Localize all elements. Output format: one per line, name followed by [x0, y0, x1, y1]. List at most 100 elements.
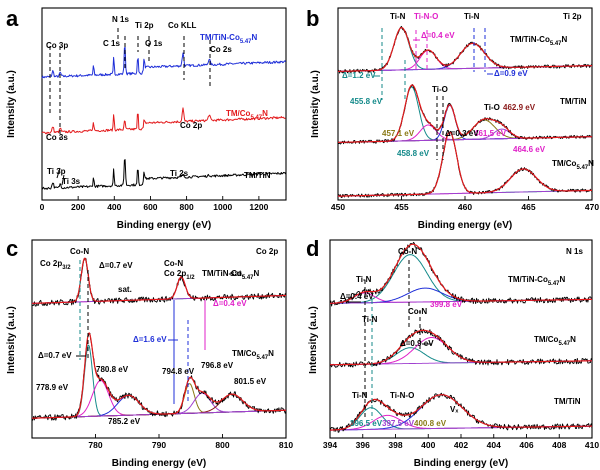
component-peak [337, 168, 592, 197]
label-cokll: Co KLL [168, 21, 197, 30]
label-n1s: N 1s [112, 15, 129, 24]
b-ann-4629: 462.9 eV [503, 103, 536, 112]
raw-spectrum [329, 241, 593, 307]
xtick-label: 450 [331, 202, 345, 212]
d-ann-tin3: Ti-N [352, 391, 368, 400]
series-label-c1: TM/TiN-Co5.47N [202, 269, 260, 281]
c-ann-d04: Δ=0.4 eV [213, 299, 247, 308]
d-ann-vx: Vₓ [450, 405, 458, 414]
panel-d-guides [348, 260, 432, 420]
b-ann-4615: 461.5 eV [474, 129, 507, 138]
xtick-label: 0 [40, 202, 45, 212]
panel-a-guides [49, 28, 211, 186]
panel-a-labels: N 1s Ti 2p Co KLL Co 3p C 1s O 1s Co 2s … [46, 15, 271, 186]
label-co2s: Co 2s [210, 45, 232, 54]
survey-line [41, 159, 287, 190]
c-ann-sat1: sat. [118, 285, 132, 294]
panel-b-letter: b [306, 6, 319, 31]
panel-a-letter: a [6, 6, 19, 31]
c-ann-7789: 778.9 eV [36, 383, 69, 392]
c-ann-7948: 794.8 eV [162, 367, 195, 376]
series-label-b2: TM/TiN [560, 97, 587, 106]
b-ann-d04: Δ=0.4 eV [421, 31, 455, 40]
xtick-label: 200 [71, 202, 85, 212]
c-region: Co 2p [256, 247, 278, 256]
panel-c-labels: Co-N Co-N Co 2p3/2 Co 2p1/2 Δ=0.7 eV sat… [36, 247, 278, 426]
panel-b-guides [374, 28, 493, 160]
panel-c: c 780 790 800 810 Co-N Co-N Co 2p3/2 Co 2p1… [6, 236, 293, 469]
xtick-label: 396 [356, 440, 370, 450]
panel-a-xlabel: Binding energy (eV) [117, 220, 211, 231]
label-c1s: C 1s [103, 39, 120, 48]
d-ann-con1: Co-N [398, 247, 417, 256]
series-label-a1: TM/TiN-Co5.47N [200, 33, 258, 45]
c-ann-co2p12: Co 2p1/2 [164, 269, 195, 281]
panel-a-curves [41, 46, 287, 190]
xtick-label: 455 [394, 202, 408, 212]
series-label-c2: TM/Co5.47N [232, 349, 274, 361]
c-ann-con2: Co-N [164, 259, 183, 268]
c-ann-sat2: sat. [230, 269, 244, 278]
panel-c-curves [31, 257, 287, 421]
envelope-fit [330, 329, 592, 366]
b-ann-4588: 458.8 eV [397, 149, 430, 158]
xtick-label: 800 [215, 440, 229, 450]
d-ann-con2: Co-N [408, 307, 427, 316]
b-ann-4558: 455.8 eV [350, 97, 383, 106]
panel-a-ticks: 0 200 400 600 800 1000 1200 [40, 196, 269, 212]
xtick-label: 402 [454, 440, 468, 450]
survey-line [41, 46, 286, 79]
envelope-fit [31, 257, 287, 304]
xtick-label: 394 [323, 440, 337, 450]
series-label-a3: TM/TiN [244, 171, 271, 180]
label-co2p: Co 2p [180, 121, 202, 130]
envelope-fit [32, 332, 286, 419]
d-ann-4008: 400.8 eV [414, 419, 447, 428]
panel-d: d 394 396 398 400 402 404 406 408 410 Co-N Ti-N … [306, 236, 599, 469]
b-ann-tio2: Ti-O [484, 103, 500, 112]
xtick-label: 400 [421, 440, 435, 450]
b-ann-tin1: Ti-N [390, 12, 406, 21]
b-ann-4646: 464.6 eV [513, 145, 546, 154]
c-ann-d07a: Δ=0.7 eV [99, 261, 133, 270]
panel-a-ylabel: Intensity (a.u.) [6, 70, 17, 138]
envelope-fit [338, 84, 593, 143]
panel-d-curves [329, 241, 593, 433]
b-region: Ti 2p [563, 12, 582, 21]
d-ann-3965: 396.5 eV [350, 419, 383, 428]
xtick-label: 790 [152, 440, 166, 450]
panel-c-letter: c [6, 236, 18, 261]
xtick-label: 470 [585, 202, 599, 212]
d-ann-3998: 399.8 eV [430, 300, 463, 309]
panel-c-guides [76, 260, 206, 404]
panel-b-ylabel: Intensity (a.u.) [310, 70, 321, 138]
xtick-label: 460 [458, 202, 472, 212]
xtick-label: 406 [519, 440, 533, 450]
label-co3s: Co 3s [46, 133, 68, 142]
b-ann-tino: Ti-N-O [414, 12, 438, 21]
c-ann-7808: 780.8 eV [96, 365, 129, 374]
panel-d-labels: Co-N Ti-N Δ=0.4 eV 399.8 eV Co-N Ti-N Δ=… [340, 247, 583, 428]
panel-c-ticks: 780 790 800 810 [88, 434, 293, 450]
c-ann-con1: Co-N [70, 247, 89, 256]
xtick-label: 404 [487, 440, 501, 450]
d-ann-tin2: Ti-N [362, 315, 378, 324]
xtick-label: 400 [107, 202, 121, 212]
d-ann-3975: 397.5 eV [382, 419, 415, 428]
d-ann-d04: Δ=0.4 eV [340, 292, 374, 301]
xtick-label: 398 [388, 440, 402, 450]
b-ann-d03: Δ=0.3 eV [445, 129, 479, 138]
b-ann-tin2: Ti-N [464, 12, 480, 21]
xtick-label: 1200 [249, 202, 268, 212]
xtick-label: 465 [521, 202, 535, 212]
panel-d-ylabel: Intensity (a.u.) [308, 306, 319, 374]
b-ann-d12: Δ=1.2 eV [342, 71, 376, 80]
panel-b-xlabel: Binding energy (eV) [418, 220, 512, 231]
d-ann-tin1: Ti-N [356, 275, 372, 284]
panel-d-xlabel: Binding energy (eV) [414, 458, 508, 469]
xtick-label: 800 [179, 202, 193, 212]
c-ann-7968: 796.8 eV [201, 361, 234, 370]
b-ann-d09: Δ=0.9 eV [494, 69, 528, 78]
raw-spectrum [32, 257, 287, 307]
